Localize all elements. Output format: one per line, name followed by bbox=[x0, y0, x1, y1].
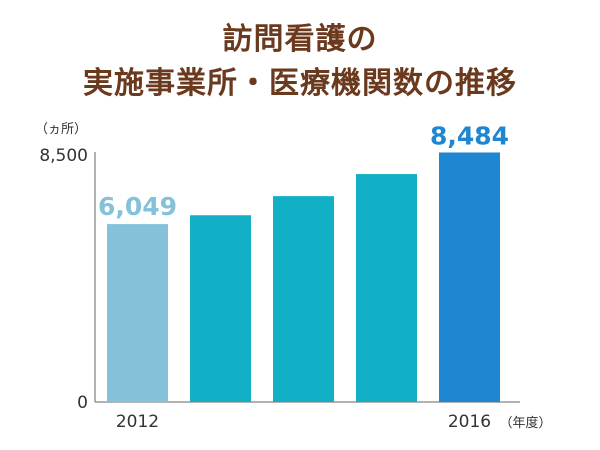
chart-title-line2: 実施事業所・医療機関数の推移 bbox=[83, 66, 517, 101]
label-group: 6,049 2012 8,484 2016 （年度） bbox=[98, 121, 552, 432]
data-label-5: 8,484 bbox=[430, 121, 509, 150]
chart-title-line1: 訪問看護の bbox=[222, 22, 378, 57]
x-tick-label-5: 2016 bbox=[448, 412, 491, 432]
bar-1 bbox=[107, 224, 168, 402]
bar-series bbox=[107, 152, 500, 402]
bar-4 bbox=[356, 174, 417, 402]
bar-2 bbox=[190, 215, 251, 402]
y-tick-label-top: 8,500 bbox=[39, 146, 88, 166]
y-axis-unit-label: （ヵ所） bbox=[35, 122, 87, 137]
bar-5 bbox=[439, 152, 500, 402]
bar-3 bbox=[273, 196, 334, 402]
x-tick-label-1: 2012 bbox=[116, 412, 159, 432]
y-tick-label-bottom: 0 bbox=[77, 393, 88, 413]
x-axis-unit-label: （年度） bbox=[500, 415, 552, 431]
data-label-1: 6,049 bbox=[98, 192, 177, 221]
